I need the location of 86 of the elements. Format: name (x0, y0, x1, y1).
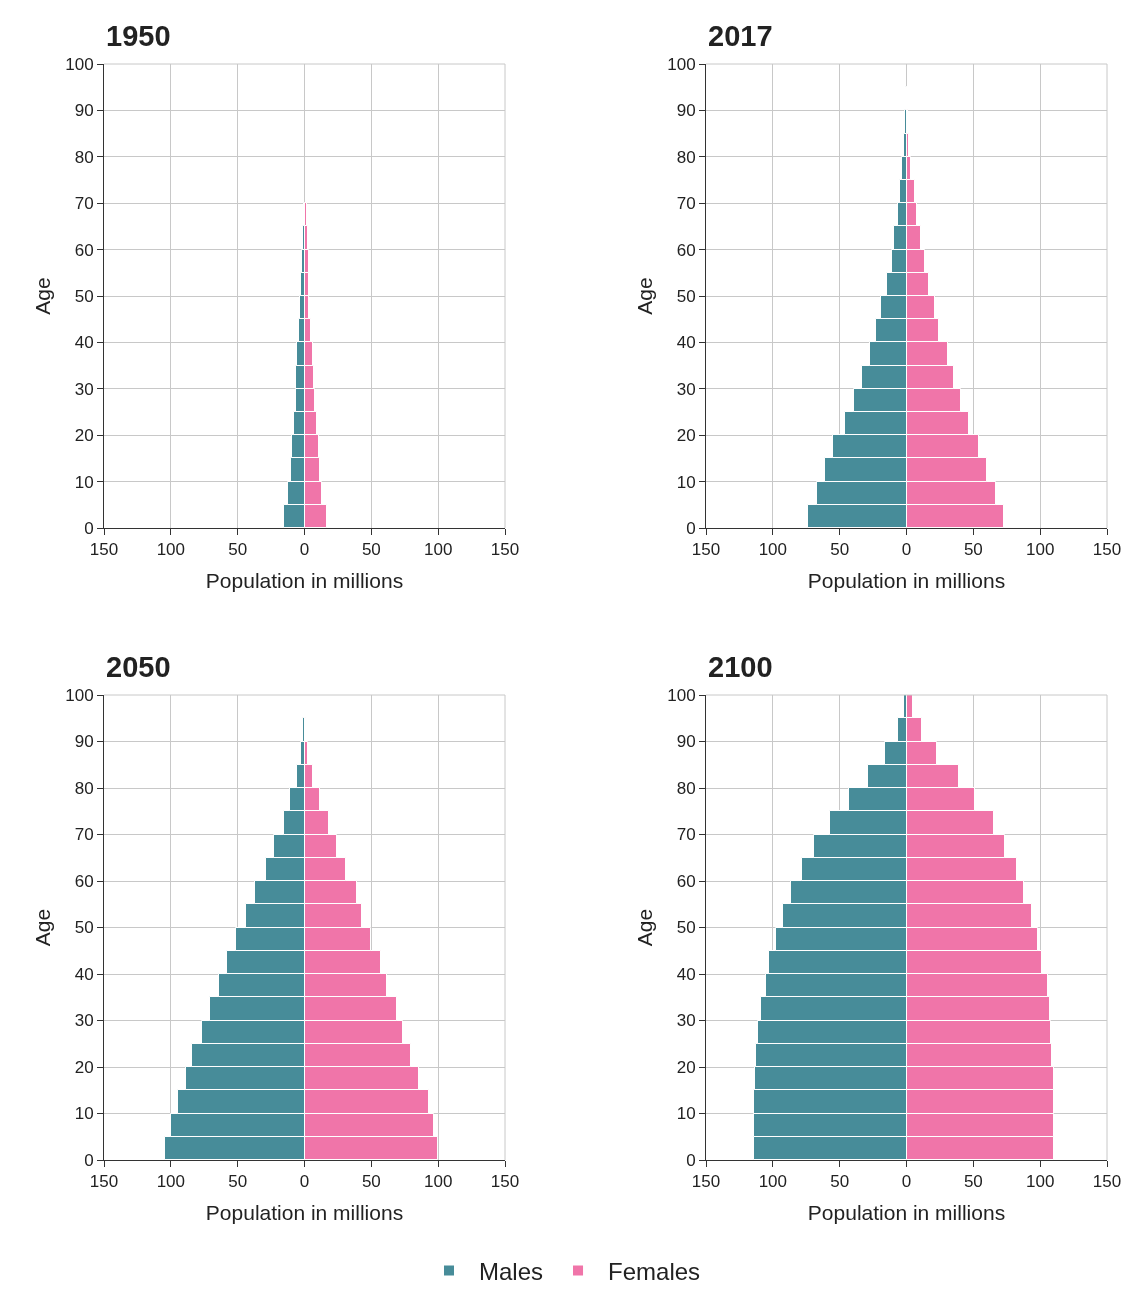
y-tick-label: 80 (74, 778, 94, 798)
x-axis-title: Population in millions (807, 1200, 1006, 1224)
x-tick-label: 150 (89, 540, 119, 560)
y-tick-label: 60 (676, 240, 696, 260)
chart-title: 1950 (106, 20, 171, 52)
x-tick-label: 50 (361, 540, 381, 560)
x-tick-label: 150 (691, 1172, 721, 1192)
chart-title: 2100 (708, 651, 773, 683)
y-tick-label: 80 (676, 778, 696, 798)
x-tick-label: 50 (228, 1172, 248, 1192)
y-axis-title: Age (31, 277, 55, 315)
y-tick-label: 10 (74, 472, 94, 492)
x-tick-label: 100 (1025, 1172, 1055, 1192)
y-tick-label: 100 (65, 685, 94, 705)
x-axis-title: Population in millions (205, 568, 404, 592)
y-tick-label: 70 (676, 194, 696, 214)
y-tick-label: 20 (676, 1057, 696, 1077)
x-tick-label: 50 (963, 1172, 983, 1192)
x-tick-label: 150 (490, 540, 520, 560)
x-tick-label: 150 (1092, 1172, 1122, 1192)
y-tick-label: 0 (686, 1150, 696, 1170)
x-tick-label: 50 (361, 1172, 381, 1192)
x-axis-title: Population in millions (807, 568, 1006, 592)
legend-label: Males (479, 1257, 544, 1285)
x-tick-label: 150 (691, 540, 721, 560)
x-axis-title: Population in millions (205, 1200, 404, 1224)
x-tick-label: 100 (423, 540, 453, 560)
x-tick-label: 150 (89, 1172, 119, 1192)
x-tick-label: 100 (156, 540, 186, 560)
chart-title: 2050 (106, 651, 171, 683)
y-tick-label: 40 (676, 333, 696, 353)
y-tick-label: 30 (676, 379, 696, 399)
x-tick-label: 150 (490, 1172, 520, 1192)
y-tick-label: 20 (74, 1057, 94, 1077)
y-tick-label: 10 (676, 472, 696, 492)
x-tick-label: 50 (228, 540, 248, 560)
y-tick-label: 60 (74, 240, 94, 260)
y-tick-label: 90 (74, 732, 94, 752)
y-tick-label: 30 (74, 379, 94, 399)
y-tick-label: 20 (74, 426, 94, 446)
y-tick-label: 100 (65, 54, 94, 74)
y-tick-label: 90 (676, 732, 696, 752)
y-tick-label: 10 (74, 1104, 94, 1124)
y-axis-title: Age (633, 277, 657, 315)
y-tick-label: 60 (676, 871, 696, 891)
y-tick-label: 40 (676, 964, 696, 984)
chart-title: 2017 (708, 20, 773, 52)
y-tick-label: 70 (676, 825, 696, 845)
y-tick-label: 0 (84, 518, 94, 538)
y-tick-label: 100 (667, 54, 696, 74)
y-tick-label: 80 (74, 147, 94, 167)
y-tick-label: 50 (676, 918, 696, 938)
y-tick-label: 50 (676, 286, 696, 306)
x-tick-label: 100 (156, 1172, 186, 1192)
y-tick-label: 90 (676, 101, 696, 121)
y-tick-label: 70 (74, 194, 94, 214)
x-tick-label: 50 (830, 1172, 850, 1192)
y-tick-label: 60 (74, 871, 94, 891)
x-tick-label: 150 (1092, 540, 1122, 560)
y-tick-label: 100 (667, 685, 696, 705)
y-tick-label: 20 (676, 426, 696, 446)
y-tick-label: 30 (676, 1011, 696, 1031)
y-tick-label: 40 (74, 333, 94, 353)
y-tick-label: 80 (676, 147, 696, 167)
legend-label: Females (608, 1257, 701, 1285)
y-tick-label: 50 (74, 918, 94, 938)
y-tick-label: 0 (686, 518, 696, 538)
x-tick-label: 50 (963, 540, 983, 560)
y-tick-label: 10 (676, 1104, 696, 1124)
y-tick-label: 30 (74, 1011, 94, 1031)
y-axis-title: Age (633, 908, 657, 947)
x-tick-label: 100 (758, 540, 788, 560)
x-tick-label: 50 (830, 540, 850, 560)
x-tick-label: 0 (299, 540, 310, 560)
y-tick-label: 40 (74, 964, 94, 984)
x-tick-label: 0 (901, 1172, 912, 1192)
y-axis-title: Age (31, 908, 55, 947)
x-tick-label: 100 (423, 1172, 453, 1192)
x-tick-label: 100 (758, 1172, 788, 1192)
x-tick-label: 0 (299, 1172, 310, 1192)
x-tick-label: 0 (901, 540, 912, 560)
y-tick-label: 0 (84, 1150, 94, 1170)
x-tick-label: 100 (1025, 540, 1055, 560)
y-tick-label: 50 (74, 286, 94, 306)
y-tick-label: 90 (74, 101, 94, 121)
y-tick-label: 70 (74, 825, 94, 845)
